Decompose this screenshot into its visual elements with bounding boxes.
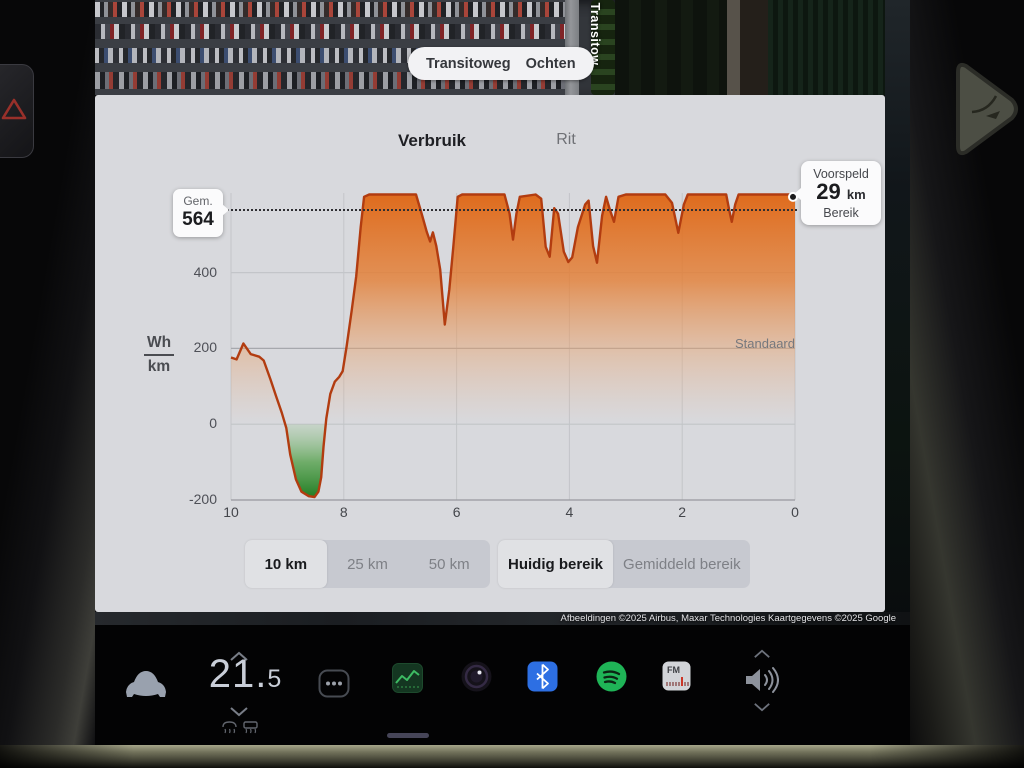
average-dashed-line [222, 209, 797, 212]
range-button-50km[interactable]: 50 km [428, 555, 470, 573]
volume-button[interactable] [743, 666, 779, 699]
x-tick-label: 8 [339, 504, 348, 520]
y-tick-label: 400 [193, 263, 217, 280]
mode-button-huidig[interactable]: Huidig bereik [498, 540, 614, 588]
forecast-subtitle: Bereik [823, 206, 859, 220]
car-controls-button[interactable] [121, 665, 171, 706]
fm-radio-icon: FM [662, 661, 691, 691]
average-badge-label: Gem. [183, 194, 213, 208]
y-tick-label: -200 [188, 491, 217, 507]
spotify-button[interactable] [596, 661, 627, 697]
y-axis-unit: Wh km [143, 334, 175, 376]
temperature-value: 21. [208, 652, 268, 696]
map-bottom-strip: Afbeeldingen ©2025 Airbus, Maxar Technol… [95, 612, 910, 625]
forecast-unit: km [846, 187, 866, 202]
map-right-sliver[interactable] [885, 0, 910, 625]
dashcam-button[interactable] [461, 661, 492, 697]
street-name: Transitoweg [426, 55, 511, 72]
touchscreen: Transitow Transitoweg Ochten Verbruik Ri… [95, 0, 910, 745]
mode-segmented-control: Huidig bereik Gemiddeld bereik [498, 540, 750, 588]
map-field [615, 0, 727, 95]
consumption-chart[interactable] [230, 191, 798, 501]
spotify-icon [596, 661, 627, 692]
energy-app-button[interactable] [392, 663, 423, 698]
climate-temperature-button[interactable]: 21.5 [195, 652, 295, 697]
map-attribution: Afbeeldingen ©2025 Airbus, Maxar Technol… [560, 613, 896, 624]
climate-temp-up-button[interactable] [229, 649, 249, 667]
car-icon [126, 671, 166, 697]
city-name: Ochten [525, 55, 576, 72]
speaker-icon [746, 667, 779, 693]
tab-rit[interactable]: Rit [556, 131, 576, 148]
bluetooth-icon [527, 661, 558, 692]
y-tick-label: 200 [193, 339, 217, 356]
pillar-control-icon [971, 95, 1000, 119]
camera-lens-icon [461, 661, 492, 692]
x-tick-label: 0 [791, 504, 799, 520]
hazard-triangle-icon [1, 97, 27, 126]
x-tick-label: 6 [452, 504, 461, 520]
map-parked-cars-row [95, 2, 565, 17]
volume-down-button[interactable] [753, 699, 771, 717]
x-tick-label: 4 [565, 504, 574, 520]
navigation-street-pill[interactable]: Transitoweg Ochten [408, 47, 594, 80]
rear-defrost-button[interactable] [242, 720, 259, 740]
average-badge: Gem. 564 [173, 189, 229, 237]
chevron-up-icon [754, 649, 770, 658]
screen-bottom-notch [387, 733, 429, 738]
mode-button-gemiddeld[interactable]: Gemiddeld bereik [623, 555, 741, 573]
y-tick-label: 0 [209, 415, 217, 432]
chevron-down-icon [754, 703, 770, 712]
more-apps-button[interactable] [318, 669, 350, 703]
energy-chart-icon [392, 663, 423, 693]
fm-radio-button[interactable]: FM [662, 661, 691, 696]
chevron-up-icon [230, 651, 248, 661]
map-field [740, 0, 768, 95]
chevron-down-icon [230, 707, 248, 717]
reference-line-label: Standaard [735, 336, 795, 351]
front-defrost-icon [222, 721, 237, 734]
bottom-bezel [0, 745, 1024, 768]
ellipsis-icon [318, 669, 350, 698]
forecast-badge: Voorspeld 29 km Bereik [794, 161, 881, 225]
range-button-10km[interactable]: 10 km [245, 540, 327, 588]
map-path [727, 0, 740, 95]
tab-verbruik[interactable]: Verbruik [397, 131, 467, 150]
energy-panel: Verbruik Rit Wh km 400 200 0 -200 10 8 6 4 2 0 [95, 95, 885, 612]
map-parked-cars-row [95, 24, 565, 39]
forecast-value: 29 [816, 179, 841, 204]
climate-temp-down-button[interactable] [229, 704, 249, 722]
bluetooth-button[interactable] [527, 661, 558, 697]
range-segmented-control: 10 km 25 km 50 km [245, 540, 490, 588]
range-button-25km[interactable]: 25 km [347, 555, 388, 573]
pillar-control-button[interactable] [956, 50, 1022, 168]
volume-up-button[interactable] [753, 646, 771, 664]
map-tree-row [591, 0, 615, 95]
x-tick-label: 10 [223, 504, 239, 520]
temperature-decimal: 5 [267, 665, 282, 693]
x-tick-label: 2 [678, 504, 687, 520]
dock: 21.5 [95, 625, 910, 745]
hazard-warning-button[interactable] [0, 64, 34, 158]
svg-text:FM: FM [667, 665, 680, 675]
map-field-rows [768, 0, 900, 95]
average-badge-value: 564 [182, 209, 214, 230]
front-defrost-button[interactable] [221, 720, 238, 740]
rear-defrost-icon [243, 721, 258, 734]
